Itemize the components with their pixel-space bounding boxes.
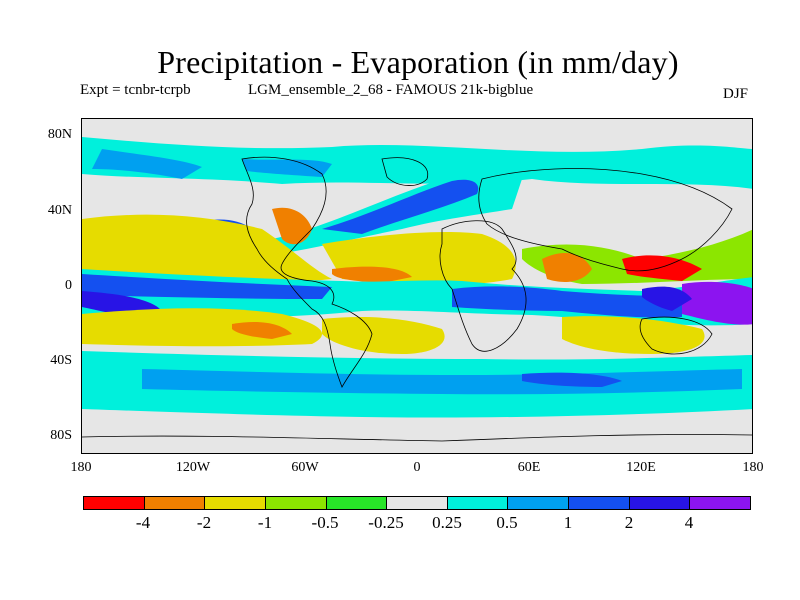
- pacific-itcz-blue: [82, 274, 332, 299]
- colorbar-swatch: [508, 497, 570, 509]
- season-label: DJF: [723, 86, 749, 102]
- lon-tick-60e: 60E: [517, 460, 541, 475]
- lat-tick-40n: 40N: [47, 203, 72, 218]
- colorbar-swatch: [326, 497, 388, 509]
- southern-indian-blue: [522, 372, 622, 387]
- north-pacific-dry-yellow: [82, 214, 332, 284]
- colorbar-swatch: [387, 497, 448, 509]
- colorbar-label: -2: [196, 513, 212, 532]
- north-pacific-light-blue: [92, 149, 202, 179]
- south-indian-dry-yellow: [562, 316, 705, 354]
- lat-tick-80s: 80S: [50, 428, 72, 443]
- colorbar-label: 0.5: [496, 513, 518, 532]
- colorbar-swatch: [84, 497, 145, 509]
- precip-evap-field: [82, 119, 752, 453]
- coastlines: [82, 156, 752, 442]
- colorbar-label: -4: [135, 513, 151, 532]
- lon-tick-180w: 180: [70, 460, 92, 475]
- colorbar-label: 0.25: [432, 513, 462, 532]
- antarctica-coastline: [82, 434, 752, 442]
- colorbar-label: 2: [624, 513, 634, 532]
- americas-coastline: [241, 156, 373, 388]
- colorbar-label: -0.5: [311, 513, 339, 532]
- lat-tick-80n: 80N: [47, 127, 72, 142]
- colorbar-swatch: [629, 497, 691, 509]
- eurasia-coastline: [478, 168, 733, 272]
- colorbar-swatch: [205, 497, 266, 509]
- colorbar-label: -1: [257, 513, 273, 532]
- lon-tick-0: 0: [413, 460, 421, 475]
- arctic-cyan-region: [82, 137, 752, 189]
- colorbar-swatch: [569, 497, 630, 509]
- colorbar-swatch: [690, 497, 751, 509]
- map-title: Precipitation - Evaporation (in mm/day): [157, 44, 679, 80]
- colorbar-swatch: [447, 497, 509, 509]
- colorbar-swatch: [265, 497, 327, 509]
- lon-tick-60w: 60W: [291, 460, 319, 475]
- colorbar-label: -0.25: [368, 513, 404, 532]
- lon-tick-120e: 120E: [626, 460, 656, 475]
- map-plot-area: [81, 118, 753, 454]
- lon-tick-180e: 180: [742, 460, 764, 475]
- colorbar: [83, 496, 751, 510]
- south-china-sea-red: [622, 255, 702, 281]
- africa-coastline: [439, 220, 527, 352]
- lat-tick-equator: 0: [65, 278, 72, 293]
- colorbar-label: 1: [563, 513, 573, 532]
- run-label: LGM_ensemble_2_68 - FAMOUS 21k-bigblue: [248, 82, 534, 98]
- australia-coastline: [639, 316, 713, 355]
- atlantic-orange-patch: [332, 266, 412, 283]
- arabian-orange: [542, 253, 592, 282]
- maritime-continent-deep-blue: [642, 286, 692, 311]
- north-atlantic-blue: [322, 179, 479, 234]
- lat-tick-40s: 40S: [50, 353, 72, 368]
- gulf-orange: [272, 207, 312, 245]
- alaska-light-blue: [242, 159, 332, 177]
- experiment-label: Expt = tcnbr-tcrpb: [80, 82, 191, 98]
- lon-tick-120w: 120W: [175, 460, 211, 475]
- south-atlantic-dry-yellow: [322, 317, 445, 354]
- colorbar-swatch: [144, 497, 206, 509]
- warm-pool-purple: [682, 281, 752, 325]
- south-pacific-orange: [232, 322, 292, 339]
- greenland-coastline: [381, 157, 429, 186]
- indian-ocean-blue: [452, 286, 682, 318]
- colorbar-label: 4: [684, 513, 694, 532]
